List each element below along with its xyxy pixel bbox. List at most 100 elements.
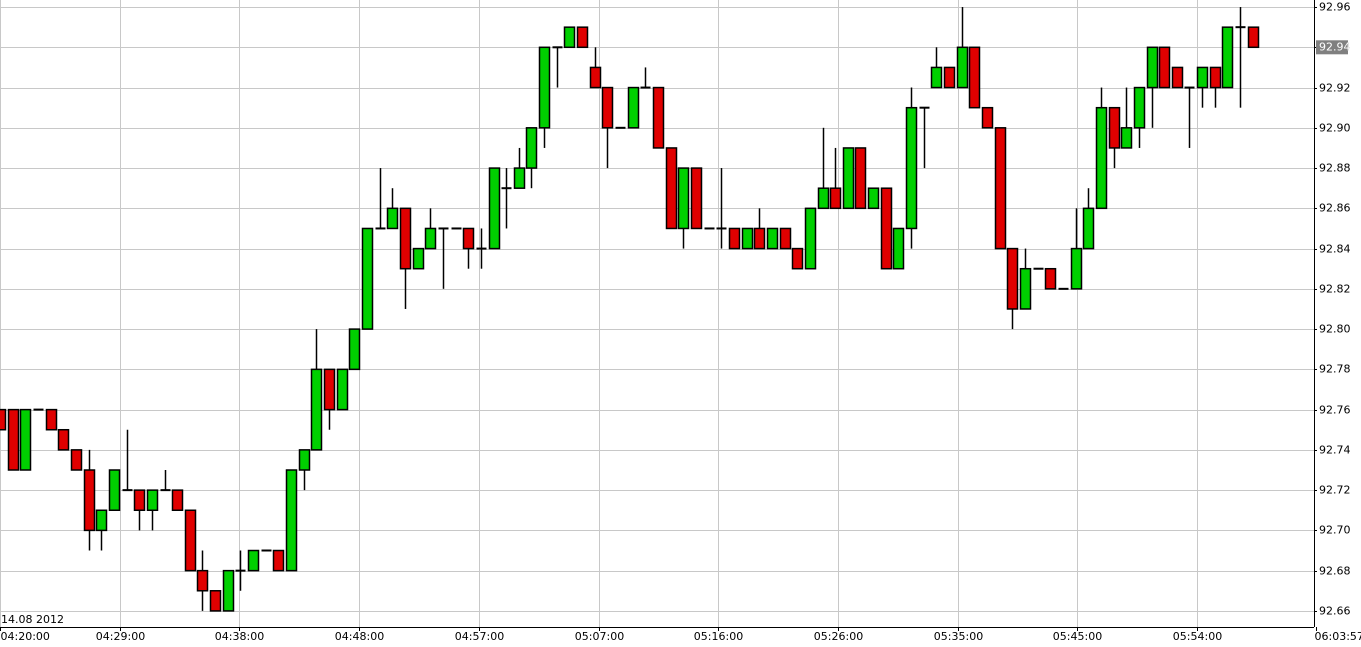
candle-body <box>336 368 349 411</box>
candle-body <box>513 167 526 189</box>
candle-body <box>956 46 969 89</box>
y-tick-label: 92.88 <box>1319 162 1351 175</box>
candle-body <box>57 428 70 451</box>
x-tick-label: 05:45:00 <box>1053 630 1102 643</box>
candle-body <box>386 207 399 230</box>
date-label: 14.08 2012 <box>1 613 64 626</box>
x-tick-label: 04:38:00 <box>215 630 264 643</box>
last-price-label: 92.94 <box>1319 40 1351 53</box>
candle-body <box>83 469 96 532</box>
candle-body <box>791 247 804 270</box>
candle-body <box>19 408 32 471</box>
candle-body <box>677 167 690 230</box>
candle-body <box>589 66 602 89</box>
candle-body <box>829 187 842 210</box>
candle-body <box>968 46 981 109</box>
last-price-box <box>1316 40 1348 55</box>
candle-body <box>108 469 121 512</box>
candle-body <box>70 449 83 471</box>
candle-body <box>1095 106 1108 210</box>
candle-body <box>525 127 538 169</box>
x-tick-label: 05:54:00 <box>1173 630 1222 643</box>
candle-body <box>222 569 235 612</box>
candle-body <box>412 247 425 270</box>
y-tick-label: 92.82 <box>1319 283 1351 296</box>
candle-body <box>1019 267 1032 310</box>
candle-body <box>1171 66 1184 89</box>
y-tick-label: 92.96 <box>1319 1 1351 14</box>
x-tick-label: 05:16:00 <box>694 630 743 643</box>
candle-body <box>804 207 817 270</box>
candle-body <box>766 227 779 250</box>
y-tick-label: 92.70 <box>1319 524 1351 537</box>
candle-body <box>209 590 222 612</box>
candle-body <box>930 66 943 89</box>
candle-body <box>627 86 640 129</box>
grid <box>0 0 1314 627</box>
candle-body <box>1158 46 1171 89</box>
candle-body <box>424 227 437 250</box>
candle-body <box>361 227 374 330</box>
candle-body <box>298 449 311 471</box>
candle-body <box>488 167 501 250</box>
x-tick-label: 04:29:00 <box>96 630 145 643</box>
candle-body <box>1209 66 1222 89</box>
candle-body <box>45 408 58 431</box>
candle-body <box>943 66 956 89</box>
candle-body <box>247 549 260 572</box>
candle-body <box>1082 207 1095 250</box>
x-tick-label: 04:20:00 <box>1 630 50 643</box>
candle-body <box>184 509 197 572</box>
candle-body <box>601 86 614 129</box>
candle-body <box>1146 46 1159 89</box>
candle-body <box>196 569 209 592</box>
candle-body <box>1120 127 1133 149</box>
candle-body <box>880 187 893 270</box>
candle-body <box>905 106 918 230</box>
y-tick-label: 92.74 <box>1319 444 1351 457</box>
candle-body <box>538 46 551 129</box>
candle-body <box>854 147 867 210</box>
candle-body <box>652 86 665 149</box>
y-tick-label: 92.78 <box>1319 363 1351 376</box>
candle-body <box>994 127 1007 250</box>
candle-body <box>981 106 994 129</box>
candle-body <box>779 227 792 250</box>
candle-body <box>1196 66 1209 89</box>
candle-body <box>867 187 880 210</box>
candle-body <box>741 227 754 250</box>
candle-body <box>146 489 159 512</box>
candle-body <box>563 26 576 49</box>
candle-body <box>690 167 703 230</box>
candle-body <box>665 147 678 230</box>
candle-body <box>1133 86 1146 129</box>
x-tick-label: 05:07:00 <box>575 630 624 643</box>
candle-body <box>323 368 336 411</box>
y-tick-label: 92.72 <box>1319 484 1351 497</box>
candle-body <box>1221 26 1234 89</box>
x-tick-label: 06:03:57 <box>1315 630 1361 643</box>
y-tick-label: 92.76 <box>1319 404 1351 417</box>
candle-body <box>1247 26 1260 49</box>
x-tick-label: 05:35:00 <box>934 630 983 643</box>
y-tick-label: 92.92 <box>1319 82 1351 95</box>
x-tick-label: 05:26:00 <box>814 630 863 643</box>
candles <box>0 7 1260 612</box>
x-tick-label: 04:57:00 <box>455 630 504 643</box>
candle-body <box>348 328 361 371</box>
y-tick-label: 92.84 <box>1319 243 1351 256</box>
candle-body <box>1006 247 1019 310</box>
candle-body <box>285 469 298 572</box>
candle-body <box>310 368 323 451</box>
candle-body <box>133 489 146 512</box>
candle-body <box>399 207 412 270</box>
candle-body <box>753 227 766 250</box>
candle-body <box>728 227 741 250</box>
y-tick-label: 92.86 <box>1319 202 1351 215</box>
candle-body <box>7 408 20 471</box>
y-tick-label: 92.80 <box>1319 323 1351 336</box>
candle-body <box>171 489 184 512</box>
y-tick-label: 92.68 <box>1319 565 1351 578</box>
y-tick-label: 92.90 <box>1319 122 1351 135</box>
